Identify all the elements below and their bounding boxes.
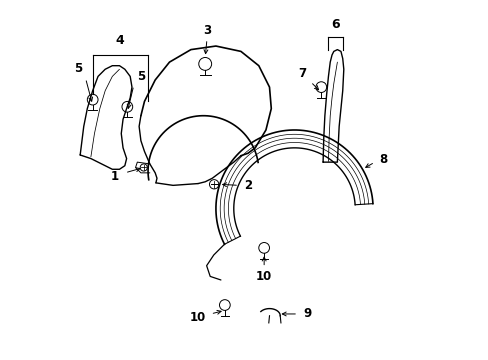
Text: 1: 1	[111, 170, 119, 183]
Text: 7: 7	[298, 67, 306, 80]
Text: 8: 8	[379, 153, 387, 166]
Text: 2: 2	[244, 179, 252, 192]
Text: 9: 9	[302, 307, 310, 320]
Text: 10: 10	[189, 311, 205, 324]
Text: 5: 5	[137, 70, 145, 83]
Text: 10: 10	[256, 270, 272, 283]
Text: 4: 4	[116, 34, 124, 47]
Text: 3: 3	[203, 24, 211, 37]
Text: 6: 6	[330, 18, 339, 31]
Text: 5: 5	[74, 62, 82, 75]
